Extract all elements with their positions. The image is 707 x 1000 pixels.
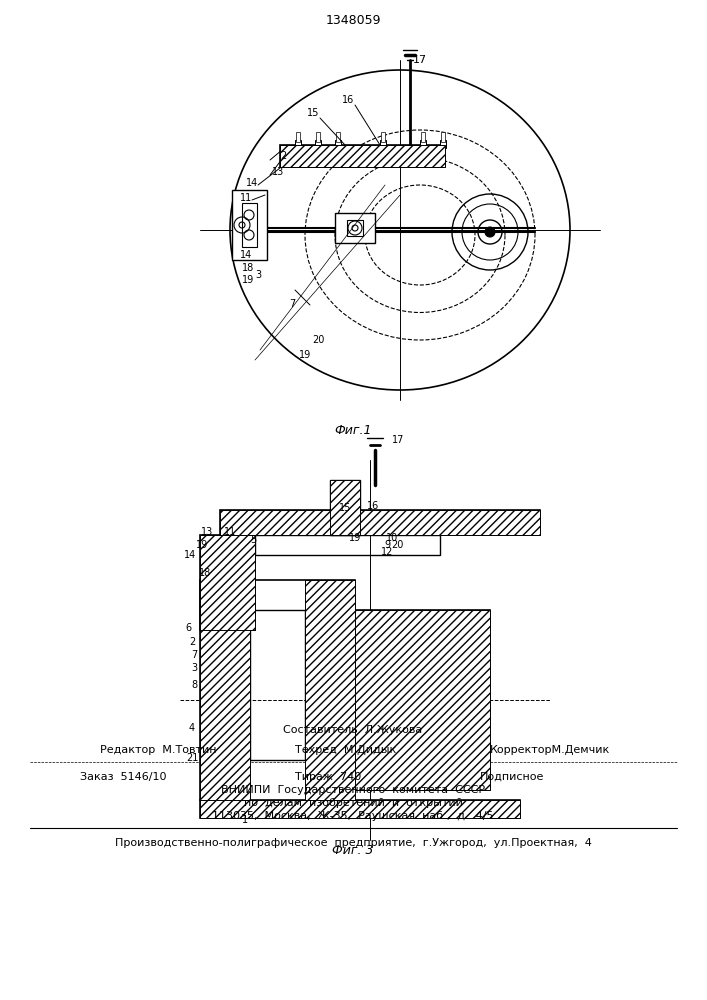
- Text: 6: 6: [185, 623, 191, 633]
- Text: Фиг. 3: Фиг. 3: [332, 844, 374, 856]
- Bar: [200, 535, 255, 630]
- Bar: [381, 132, 385, 142]
- Text: 1348059: 1348059: [325, 13, 381, 26]
- Text: 20: 20: [391, 540, 403, 550]
- Text: КорректорМ.Демчик: КорректорМ.Демчик: [490, 745, 610, 755]
- Text: 11: 11: [240, 193, 252, 203]
- Text: Фиг.1: Фиг.1: [334, 424, 372, 436]
- Text: 14: 14: [184, 550, 196, 560]
- Text: 3: 3: [255, 270, 261, 280]
- Bar: [330, 480, 360, 535]
- Text: 10: 10: [386, 533, 398, 543]
- Bar: [347, 220, 363, 236]
- Text: 5: 5: [250, 535, 256, 545]
- Bar: [335, 213, 375, 243]
- Bar: [330, 480, 360, 535]
- Bar: [440, 140, 446, 148]
- Text: 2: 2: [189, 637, 195, 647]
- Bar: [296, 132, 300, 142]
- Text: Составитель  Л.Жукова: Составитель Л.Жукова: [284, 725, 423, 735]
- Text: 19: 19: [299, 350, 311, 360]
- Text: 17: 17: [392, 435, 404, 445]
- Text: Тираж  740: Тираж 740: [295, 772, 361, 782]
- Text: 113035,  Москва,  Ж-35,  Раушская  наб.,  д.  4/5: 113035, Москва, Ж-35, Раушская наб., д. …: [212, 811, 493, 821]
- Bar: [355, 610, 490, 790]
- Text: Техред  М.Дидык: Техред М.Дидык: [295, 745, 396, 755]
- Bar: [250, 610, 305, 760]
- Circle shape: [478, 220, 502, 244]
- Bar: [200, 800, 520, 818]
- Text: 19: 19: [242, 275, 254, 285]
- Text: 13: 13: [201, 527, 213, 537]
- Text: 14: 14: [240, 250, 252, 260]
- Bar: [421, 132, 425, 142]
- Bar: [305, 580, 355, 800]
- Text: 18: 18: [242, 263, 254, 273]
- Bar: [255, 535, 440, 555]
- Text: 21: 21: [186, 753, 198, 763]
- Text: 16: 16: [367, 501, 379, 511]
- Bar: [315, 140, 321, 148]
- Text: 15: 15: [339, 503, 351, 513]
- Text: Редактор  М.Товтин: Редактор М.Товтин: [100, 745, 216, 755]
- Text: Заказ  5146/10: Заказ 5146/10: [80, 772, 167, 782]
- Text: по  делам  изобретений  и  открытий: по делам изобретений и открытий: [244, 798, 462, 808]
- Bar: [220, 510, 540, 535]
- Text: 19: 19: [196, 540, 208, 550]
- Bar: [200, 535, 255, 630]
- Text: 9: 9: [384, 540, 390, 550]
- Text: 12: 12: [381, 547, 393, 557]
- Text: 17: 17: [413, 55, 427, 65]
- Text: 19: 19: [349, 533, 361, 543]
- Bar: [200, 800, 520, 818]
- Text: 18: 18: [199, 568, 211, 578]
- Text: 7: 7: [289, 299, 295, 309]
- Bar: [242, 203, 257, 247]
- Bar: [280, 145, 445, 167]
- Circle shape: [485, 227, 495, 237]
- Bar: [336, 132, 340, 142]
- Text: 13: 13: [272, 167, 284, 177]
- Bar: [420, 140, 426, 148]
- Text: 20: 20: [312, 335, 325, 345]
- Bar: [232, 190, 267, 260]
- Text: 16: 16: [342, 95, 354, 105]
- Bar: [200, 580, 250, 800]
- Text: 14: 14: [246, 178, 258, 188]
- Text: 7: 7: [191, 650, 197, 660]
- Bar: [220, 510, 540, 535]
- Bar: [441, 132, 445, 142]
- Text: 3: 3: [191, 663, 197, 673]
- Bar: [380, 140, 386, 148]
- Bar: [295, 140, 301, 148]
- Text: 4: 4: [189, 723, 195, 733]
- Text: 15: 15: [307, 108, 319, 118]
- Bar: [280, 145, 445, 167]
- Text: Подписное: Подписное: [480, 772, 544, 782]
- Bar: [200, 580, 355, 800]
- Bar: [316, 132, 320, 142]
- Bar: [355, 610, 490, 790]
- Text: 8: 8: [191, 680, 197, 690]
- Bar: [335, 140, 341, 148]
- Text: 1: 1: [242, 815, 248, 825]
- Text: 11: 11: [224, 527, 236, 537]
- Text: 2: 2: [280, 151, 286, 161]
- Text: ВНИИПИ  Государственного  комитета  СССР: ВНИИПИ Государственного комитета СССР: [221, 785, 485, 795]
- Text: Производственно-полиграфическое  предприятие,  г.Ужгород,  ул.Проектная,  4: Производственно-полиграфическое предприя…: [115, 838, 592, 848]
- Circle shape: [225, 553, 229, 557]
